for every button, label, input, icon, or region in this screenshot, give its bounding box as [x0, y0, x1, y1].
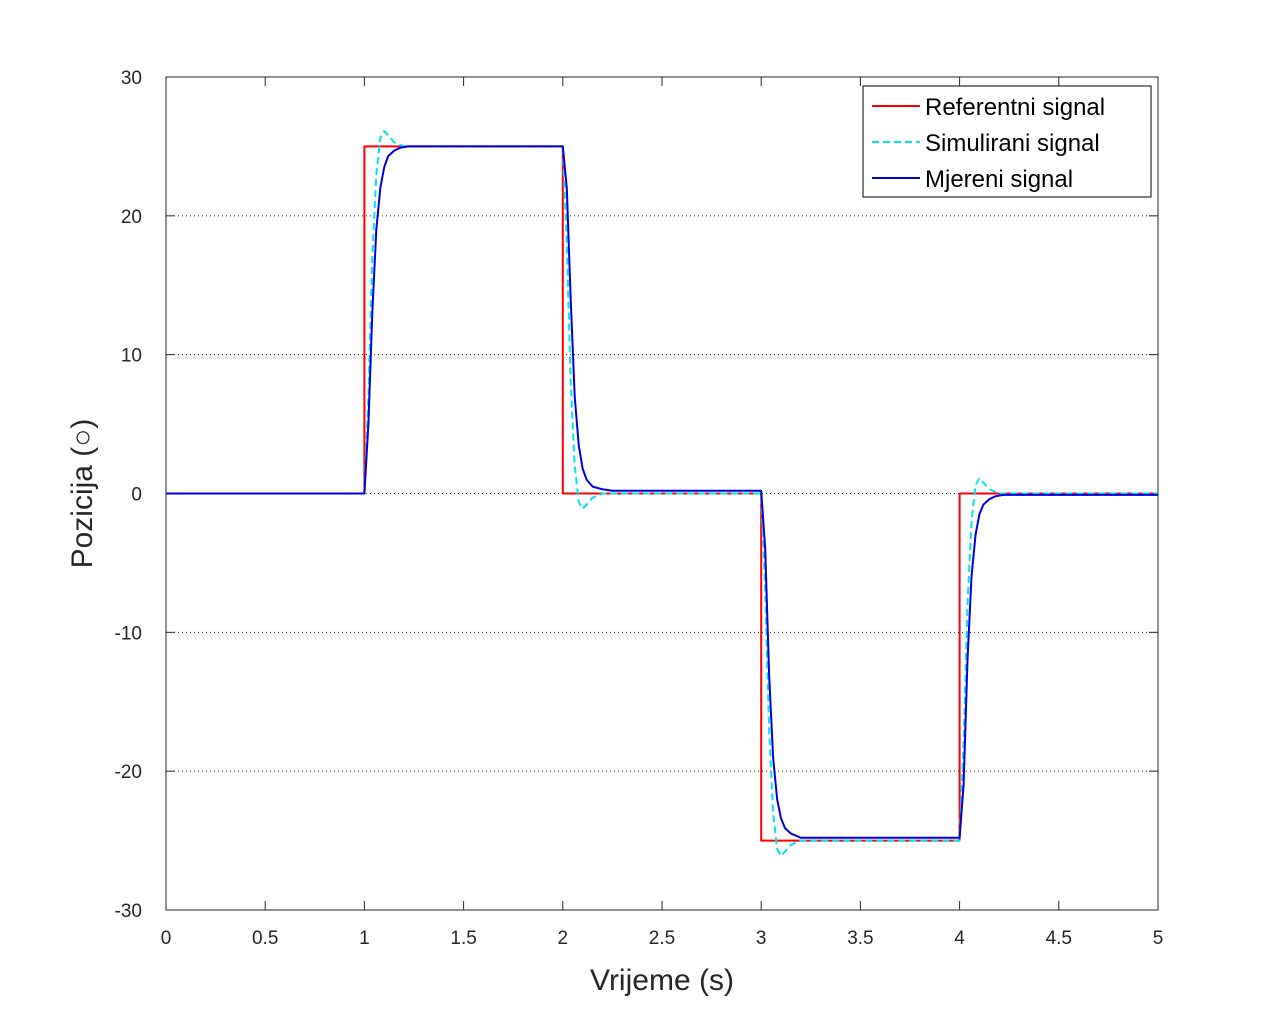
x-tick-label: 4.5 — [1046, 928, 1072, 949]
legend: Referentni signal Simulirani signal Mjeren… — [862, 85, 1152, 198]
series-layer — [166, 130, 1158, 857]
legend-entry-label: Mjereni signal — [925, 166, 1073, 193]
y-axis-label: Pozicija (○) — [66, 419, 99, 569]
x-tick-label: 1 — [359, 928, 370, 949]
x-tick-label: 0 — [161, 928, 172, 949]
series-line-1 — [166, 145, 1158, 842]
tick-labels: 0 0.5 1 1.5 2 2.5 3 3.5 4 4.5 5 -30 -20 -10 0 10 20 30 — [115, 68, 1164, 949]
x-tick-label: 0.5 — [252, 928, 278, 949]
x-tick-label: 2 — [558, 928, 569, 949]
y-tick-label: 10 — [121, 346, 142, 367]
series-line-3 — [166, 145, 1158, 839]
y-tick-label: 30 — [121, 68, 142, 89]
x-tick-label: 1.5 — [450, 928, 476, 949]
x-axis-label: Vrijeme (s) — [590, 964, 734, 997]
x-tick-label: 3.5 — [847, 928, 873, 949]
x-tick-label: 3 — [756, 928, 767, 949]
y-tick-label: -30 — [115, 901, 142, 922]
y-tick-label: -20 — [115, 762, 142, 783]
y-tick-label: 20 — [121, 207, 142, 228]
series-line-2 — [166, 130, 1158, 857]
x-tick-label: 2.5 — [649, 928, 675, 949]
y-tick-label: -10 — [115, 623, 142, 644]
legend-entry-label: Simulirani signal — [925, 130, 1100, 157]
x-tick-label: 4 — [954, 928, 965, 949]
y-tick-label: 0 — [131, 485, 142, 506]
x-tick-label: 5 — [1153, 928, 1164, 949]
plot-frame — [165, 76, 1159, 911]
legend-entry-label: Referentni signal — [925, 94, 1105, 121]
